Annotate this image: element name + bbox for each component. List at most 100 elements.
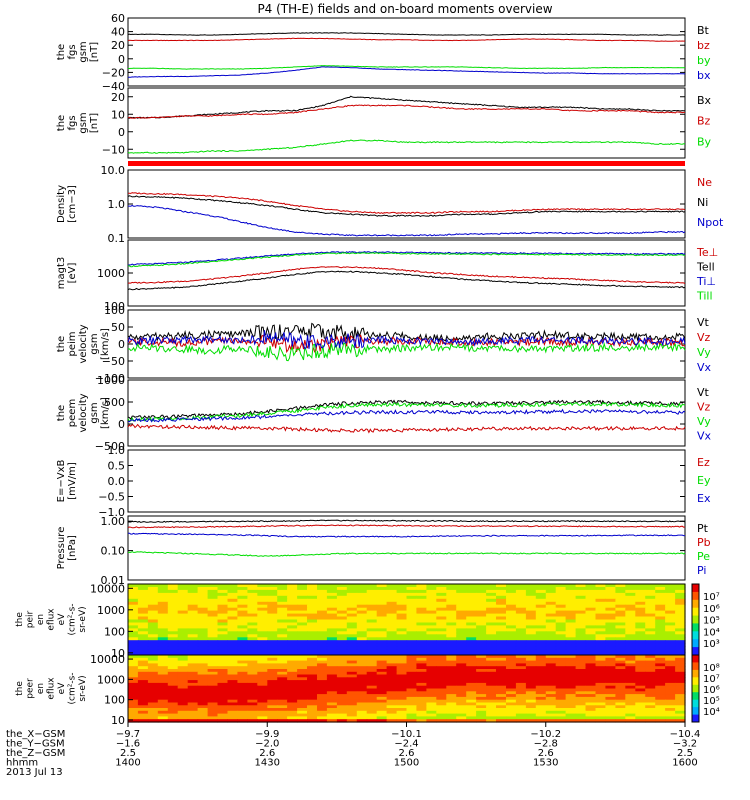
- spectrogram-cell: [525, 685, 537, 690]
- spectrogram-cell: [386, 680, 398, 684]
- spectrogram-cell: [565, 619, 577, 624]
- spectrogram-cell: [297, 702, 308, 706]
- spectrogram-cell: [167, 688, 179, 692]
- spectrogram-cell: [356, 677, 368, 681]
- spectrogram-cell: [317, 660, 328, 664]
- spectrogram-cell: [376, 587, 388, 591]
- spectrogram-cell: [486, 702, 497, 706]
- spectrogram-cell: [515, 589, 527, 594]
- spectrogram-cell: [326, 634, 338, 638]
- spectrogram-cell: [346, 625, 358, 629]
- x-tick-label: 2.5: [677, 748, 693, 759]
- spectrogram-cell: [665, 674, 676, 678]
- spectrogram-cell: [525, 643, 537, 647]
- spectrogram-cell: [525, 660, 537, 664]
- spectrogram-cell: [496, 674, 507, 678]
- spectrogram-cell: [376, 649, 388, 653]
- spectrogram-cell: [386, 589, 398, 594]
- spectrogram-cell: [426, 708, 437, 712]
- spectrogram-cell: [595, 702, 606, 706]
- spectrogram-cell: [247, 674, 258, 678]
- spectrogram-cell: [575, 592, 587, 597]
- spectrogram-cell: [446, 625, 457, 629]
- spectrogram-cell: [535, 634, 547, 638]
- y-tick-label: 40: [111, 26, 125, 39]
- spectrogram-cell: [675, 613, 686, 618]
- spectrogram-cell: [147, 708, 159, 712]
- spectrogram-cell: [506, 708, 517, 712]
- spectrogram-cell: [545, 637, 557, 641]
- spectrogram-cell: [605, 619, 616, 624]
- spectrogram-cell: [496, 622, 507, 627]
- spectrogram-cell: [525, 716, 537, 720]
- spectrogram-cell: [157, 694, 169, 698]
- spectrogram-cell: [366, 637, 378, 641]
- spectrogram-cell: [496, 660, 507, 664]
- spectrogram-cell: [665, 613, 676, 618]
- spectrogram-cell: [456, 694, 467, 698]
- spectrogram-cell: [287, 604, 298, 609]
- spectrogram-cell: [486, 595, 497, 600]
- spectrogram-cell: [436, 669, 447, 673]
- spectrogram-cell: [237, 592, 248, 597]
- spectrogram-cell: [128, 663, 139, 667]
- spectrogram-cell: [346, 657, 358, 662]
- spectrogram-cell: [336, 634, 348, 638]
- spectrogram-cell: [406, 669, 417, 673]
- spectrogram-cell: [237, 640, 248, 644]
- spectrogram-cell: [466, 601, 477, 606]
- spectrogram-cell: [227, 688, 238, 692]
- spectrogram-cell: [366, 610, 378, 615]
- series-line: [127, 95, 685, 119]
- spectrogram-cell: [615, 628, 626, 632]
- spectrogram-cell: [665, 702, 676, 706]
- spectrogram-cell: [346, 682, 358, 687]
- spectrogram-cell: [496, 708, 507, 712]
- spectrogram-cell: [287, 677, 298, 681]
- separator-bar: [128, 161, 685, 166]
- spectrogram-1: 10000100010010thepeirenefluxeV(cm²-s-sr-…: [15, 582, 720, 660]
- spectrogram-cell: [297, 713, 308, 717]
- spectrogram-cell: [346, 589, 358, 594]
- spectrogram-cell: [128, 688, 139, 692]
- spectrogram-cell: [277, 705, 288, 709]
- spectrogram-cell: [207, 666, 219, 670]
- spectrogram-cell: [665, 592, 676, 597]
- spectrogram-cell: [635, 719, 646, 723]
- spectrogram-cell: [177, 663, 189, 667]
- spectrogram-cell: [605, 640, 616, 644]
- spectrogram-cell: [496, 589, 507, 594]
- spectrogram-cell: [257, 616, 268, 621]
- spectrogram-cell: [227, 685, 238, 690]
- spectrogram-cell: [635, 625, 646, 629]
- spectrogram-cell: [655, 598, 666, 603]
- spectrogram-cell: [545, 705, 557, 709]
- spectrogram-cell: [665, 619, 676, 624]
- spectrogram-cell: [595, 601, 606, 606]
- spectrogram-cell: [297, 622, 308, 627]
- spectrogram-cell: [525, 688, 537, 692]
- spectrogram-cell: [336, 666, 348, 670]
- spectrogram-cell: [645, 649, 656, 653]
- spectrogram-cell: [237, 584, 248, 588]
- spectrogram-cell: [545, 631, 557, 635]
- spectrogram-cell: [137, 702, 149, 706]
- y-axis-label: thepeirenefluxeV(cm²-s-sr-eV): [15, 603, 88, 635]
- spectrogram-cell: [456, 643, 467, 647]
- spectrogram-cell: [227, 691, 238, 695]
- spectrogram-cell: [187, 604, 199, 609]
- spectrogram-cell: [506, 688, 517, 692]
- spectrogram-cell: [615, 657, 626, 662]
- spectrogram-cell: [446, 671, 457, 676]
- spectrogram-cell: [307, 660, 318, 664]
- spectrogram-cell: [277, 610, 288, 615]
- spectrogram-cell: [446, 682, 457, 687]
- y-axis-label-line: Density: [56, 185, 67, 223]
- spectrogram-cell: [535, 598, 547, 603]
- spectrogram-cell: [665, 625, 676, 629]
- spectrogram-cell: [456, 607, 467, 612]
- spectrogram-cell: [177, 604, 189, 609]
- spectrogram-cell: [456, 719, 467, 723]
- spectrogram-cell: [496, 669, 507, 673]
- y-tick-label: 500: [104, 396, 125, 409]
